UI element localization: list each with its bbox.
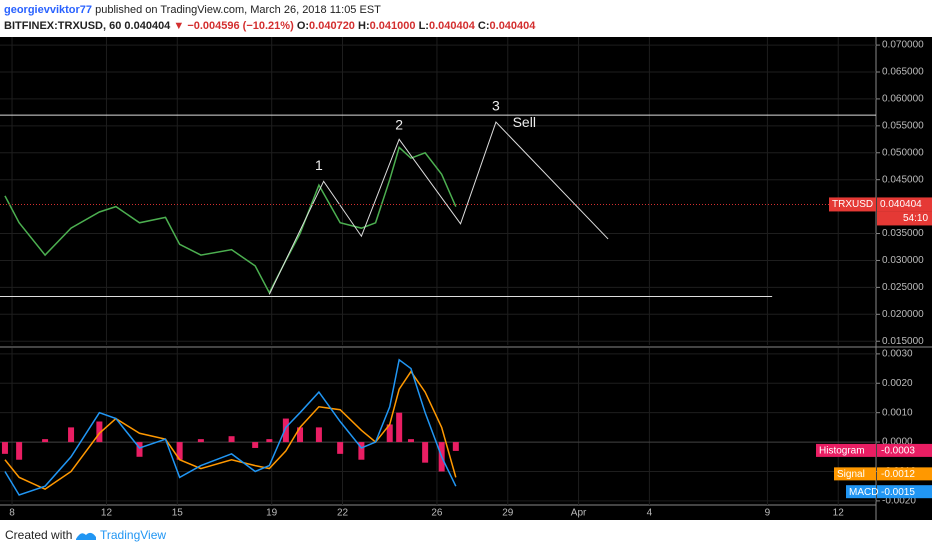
histogram-bar — [16, 442, 23, 460]
c-l: C: — [477, 20, 490, 32]
line2: BITFINEX:TRXUSD, 60 0.040404 ▼ −0.004596… — [4, 18, 535, 34]
series-line — [4, 358, 457, 496]
x-tick-label: 8 — [9, 508, 15, 519]
y-tick-label: 0.050000 — [882, 147, 924, 158]
y-tick-label: 0.020000 — [882, 309, 924, 320]
price-badge — [877, 197, 932, 212]
y-tick-label: 0.070000 — [882, 40, 924, 51]
name-badge-label: Histogram — [819, 446, 865, 457]
histogram-bar — [337, 442, 344, 454]
value-badge — [877, 467, 932, 481]
c-v: 0.040404 — [489, 20, 536, 32]
name-badge — [834, 467, 876, 481]
series-line — [4, 146, 457, 295]
countdown-badge — [877, 211, 932, 226]
l-l: L: — [418, 20, 429, 32]
annotation: Sell — [513, 114, 536, 130]
x-tick-label: 12 — [833, 508, 845, 519]
y-tick-label: 0.0020 — [882, 378, 913, 389]
histogram-bar — [42, 439, 49, 443]
annotation: 3 — [492, 98, 500, 114]
header: georgievviktor77 published on TradingVie… — [4, 2, 535, 34]
histogram-bar — [68, 427, 75, 443]
drawing-line — [268, 121, 609, 295]
value-badge-label: -0.0015 — [881, 487, 915, 498]
symbol: BITFINEX:TRXUSD, 60 — [4, 20, 122, 32]
x-tick-label: 9 — [765, 508, 771, 519]
l-v: 0.040404 — [428, 20, 475, 32]
histogram-bar — [422, 442, 429, 463]
footer: Created with TradingView — [5, 528, 166, 542]
price: 0.040404 — [124, 20, 171, 32]
published: published on TradingView.com, March 26, … — [95, 4, 381, 16]
x-tick-label: 15 — [172, 508, 184, 519]
histogram-bar — [358, 442, 365, 460]
y-tick-label: 0.055000 — [882, 120, 924, 131]
o-l: O: — [296, 20, 310, 32]
value-badge — [877, 485, 932, 499]
name-badge — [846, 485, 876, 499]
histogram-bar — [452, 442, 459, 451]
brand[interactable]: TradingView — [100, 528, 167, 542]
y-tick-label: 0.0000 — [882, 437, 913, 448]
name-badge-label: Signal — [837, 469, 865, 480]
logo — [76, 532, 96, 540]
x-tick-label: 29 — [502, 508, 514, 519]
histogram-bar — [386, 424, 393, 443]
line1: georgievviktor77 published on TradingVie… — [4, 2, 535, 18]
value-badge — [877, 443, 932, 457]
y-tick-label: 0.045000 — [882, 174, 924, 185]
y-tick-label: 0.035000 — [882, 228, 924, 239]
background — [0, 37, 932, 520]
o-v: 0.040720 — [309, 20, 355, 32]
x-tick-label: Apr — [571, 508, 587, 519]
annotation: 1 — [315, 157, 323, 173]
histogram-bar — [252, 442, 259, 448]
histogram-bar — [282, 418, 289, 443]
name-badge — [816, 443, 876, 457]
y-tick-label: -0.0020 — [882, 496, 916, 507]
y-tick-label: 0.025000 — [882, 282, 924, 293]
histogram-bar — [96, 421, 103, 443]
h-l: H: — [358, 20, 370, 32]
histogram-bar — [297, 427, 304, 443]
change: ▼ −0.004596 (−10.21%) — [173, 20, 294, 32]
h-v: 0.041000 — [369, 20, 416, 32]
histogram-bar — [396, 412, 403, 443]
histogram-bar — [266, 439, 273, 443]
x-tick-label: 22 — [337, 508, 349, 519]
created: Created with — [5, 528, 73, 542]
y-tick-label: 0.030000 — [882, 255, 924, 266]
y-tick-label: 0.065000 — [882, 67, 924, 78]
chart: 0.070000 0.065000 0.060000 0.055000 0.050000… — [0, 37, 932, 520]
y-tick-label: 0.0010 — [882, 407, 913, 418]
author[interactable]: georgievviktor77 — [4, 4, 93, 16]
histogram-bar — [176, 442, 183, 460]
symbol-badge-label: TRXUSD — [832, 199, 873, 210]
x-tick-label: 12 — [101, 508, 113, 519]
value-badge-label: -0.0003 — [881, 446, 915, 457]
x-tick-label: 26 — [431, 508, 443, 519]
histogram-bar — [407, 439, 414, 443]
y-tick-label: 0.0030 — [882, 349, 913, 360]
value-badge-label: -0.0012 — [881, 469, 915, 480]
x-tick-label: 19 — [266, 508, 278, 519]
countdown: 54:10 — [903, 213, 928, 224]
symbol-badge — [829, 197, 876, 212]
x-tick-label: 4 — [647, 508, 653, 519]
histogram-bar — [136, 442, 143, 457]
name-badge-label: MACD — [849, 487, 878, 498]
y-tick-label: 0.060000 — [882, 94, 924, 105]
histogram-bar — [315, 427, 322, 443]
price-badge-label: 0.040404 — [880, 199, 922, 210]
series-line — [4, 370, 457, 490]
y-tick-label: 0.015000 — [882, 336, 924, 347]
histogram-bar — [1, 442, 8, 454]
annotation: 2 — [395, 117, 403, 133]
histogram-bar — [228, 436, 235, 443]
histogram-bar — [197, 439, 204, 443]
